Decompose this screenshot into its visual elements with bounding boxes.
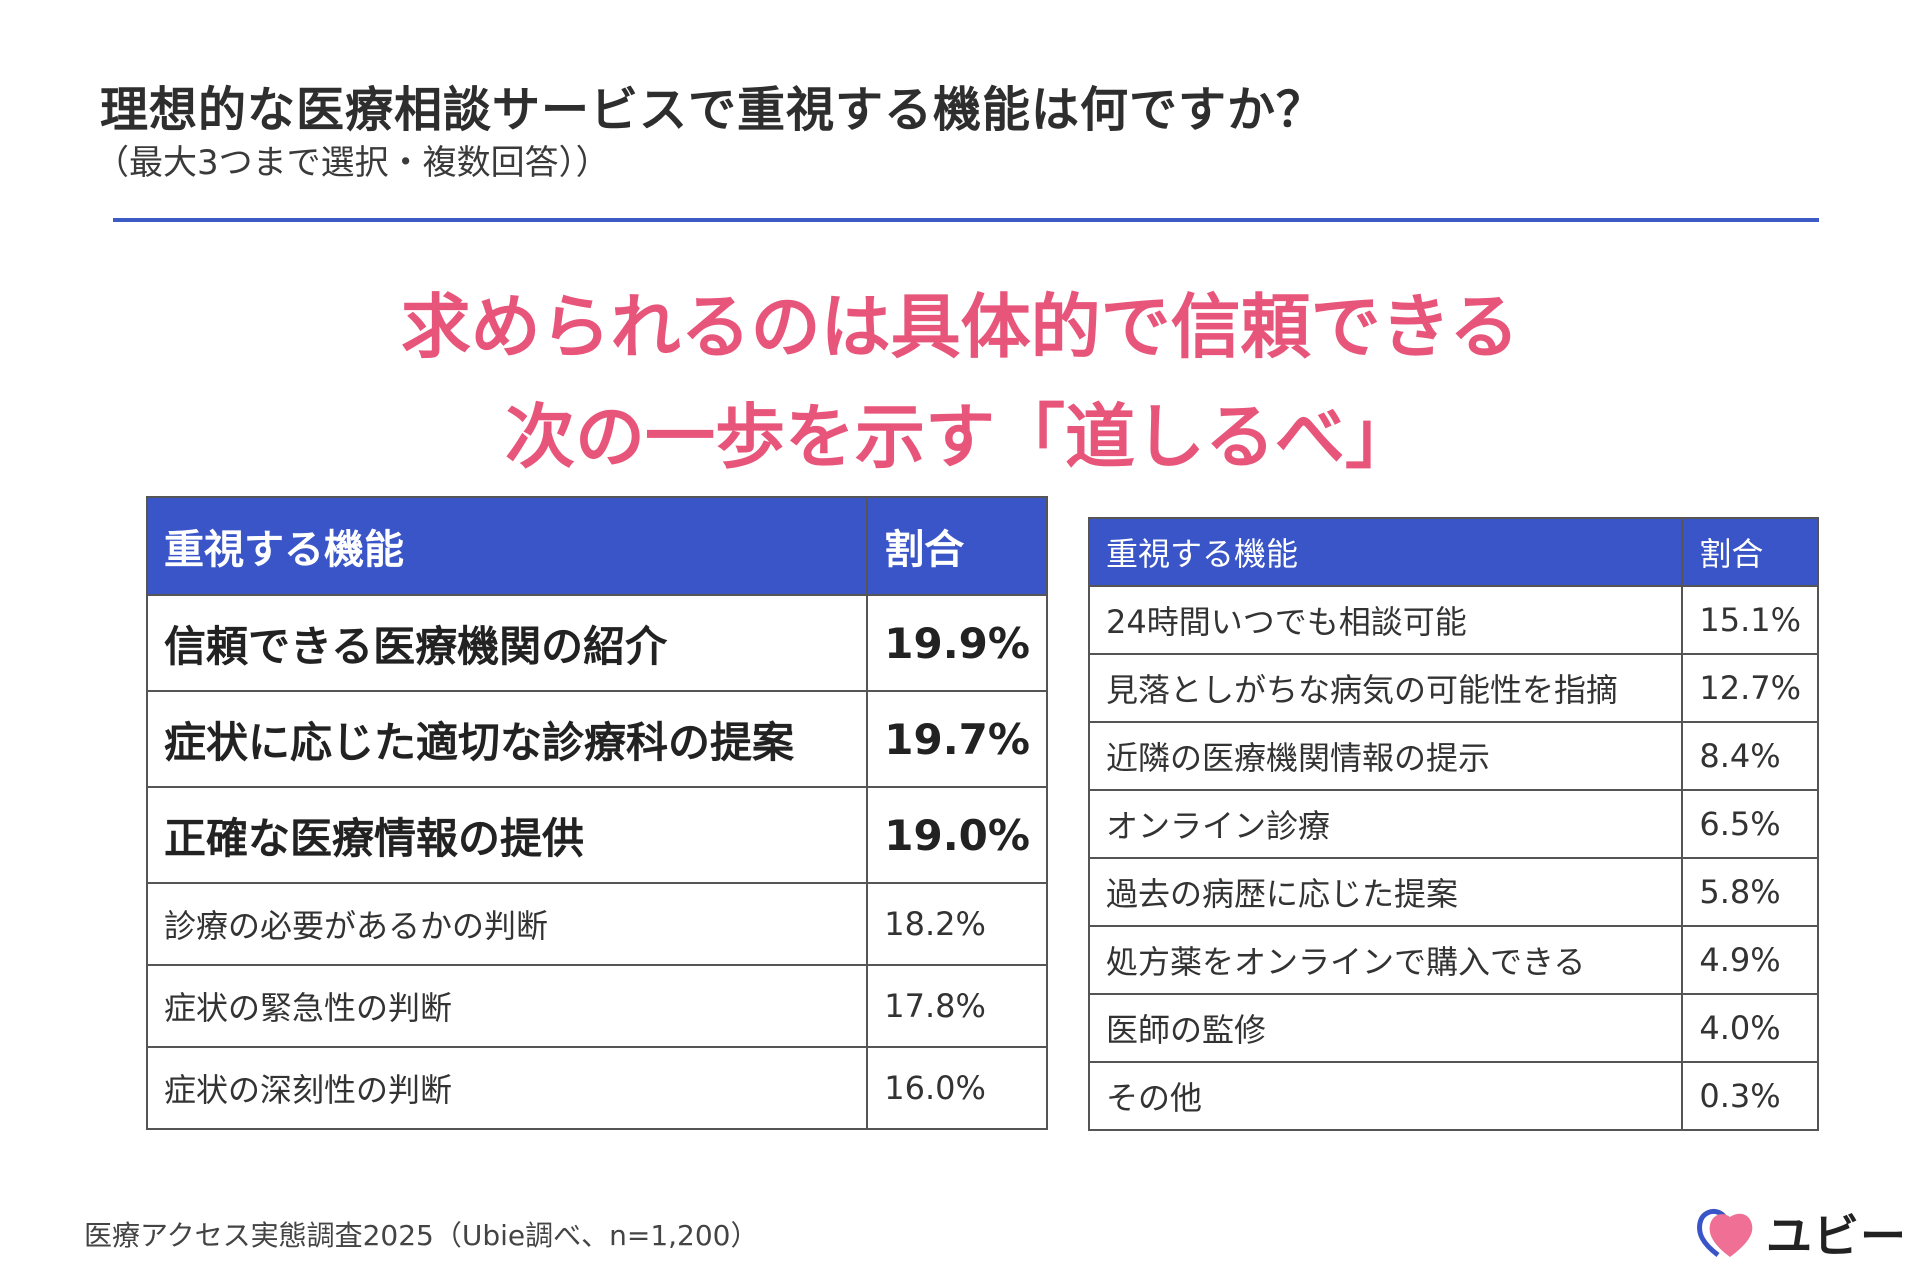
feature-cell: 信頼できる医療機関の紹介	[145, 594, 869, 692]
ratio-cell: 19.9%	[866, 594, 1048, 692]
table-header-row: 重視する機能 割合	[1087, 517, 1819, 587]
headline: 求められるのは具体的で信頼できる 次の一歩を示す「道しるべ」	[0, 272, 1920, 492]
feature-cell: 過去の病歴に応じた提案	[1087, 857, 1684, 927]
column-header-ratio: 割合	[1681, 517, 1819, 587]
column-header-feature: 重視する機能	[1087, 517, 1684, 587]
source-note: 医療アクセス実態調査2025（Ubie調べ、n=1,200）	[84, 1219, 759, 1252]
feature-cell: 近隣の医療機関情報の提示	[1087, 721, 1684, 791]
table-row: 過去の病歴に応じた提案 5.8%	[1087, 857, 1819, 927]
headline-line-2: 次の一歩を示す「道しるべ」	[505, 396, 1415, 478]
heart-icon	[1696, 1201, 1760, 1265]
ratio-cell: 16.0%	[866, 1046, 1048, 1130]
feature-cell: その他	[1087, 1061, 1684, 1131]
top-features-table: 重視する機能 割合 信頼できる医療機関の紹介 19.9% 症状に応じた適切な診療…	[145, 496, 1048, 1130]
ubie-logo: ユビー	[1696, 1200, 1907, 1266]
ratio-cell: 15.1%	[1681, 585, 1819, 655]
feature-cell: 診療の必要があるかの判断	[145, 882, 869, 966]
table-row: 医師の監修 4.0%	[1087, 993, 1819, 1063]
ratio-cell: 18.2%	[866, 882, 1048, 966]
ratio-cell: 6.5%	[1681, 789, 1819, 859]
table-row: 症状に応じた適切な診療科の提案 19.7%	[145, 690, 1048, 788]
feature-cell: 症状の深刻性の判断	[145, 1046, 869, 1130]
table-row: 近隣の医療機関情報の提示 8.4%	[1087, 721, 1819, 791]
feature-cell: 正確な医療情報の提供	[145, 786, 869, 884]
ratio-cell: 4.0%	[1681, 993, 1819, 1063]
ratio-cell: 12.7%	[1681, 653, 1819, 723]
ratio-cell: 5.8%	[1681, 857, 1819, 927]
feature-cell: 医師の監修	[1087, 993, 1684, 1063]
column-header-feature: 重視する機能	[145, 496, 869, 596]
ratio-cell: 19.7%	[866, 690, 1048, 788]
feature-cell: オンライン診療	[1087, 789, 1684, 859]
feature-cell: 症状に応じた適切な診療科の提案	[145, 690, 869, 788]
other-features-table: 重視する機能 割合 24時間いつでも相談可能 15.1% 見落としがちな病気の可…	[1087, 517, 1819, 1131]
logo-text: ユビー	[1766, 1209, 1907, 1263]
table-row: 処方薬をオンラインで購入できる 4.9%	[1087, 925, 1819, 995]
ratio-cell: 8.4%	[1681, 721, 1819, 791]
column-header-ratio: 割合	[866, 496, 1048, 596]
feature-cell: 24時間いつでも相談可能	[1087, 585, 1684, 655]
ratio-cell: 17.8%	[866, 964, 1048, 1048]
ratio-cell: 0.3%	[1681, 1061, 1819, 1131]
table-row: 24時間いつでも相談可能 15.1%	[1087, 585, 1819, 655]
ratio-cell: 4.9%	[1681, 925, 1819, 995]
table-header-row: 重視する機能 割合	[145, 496, 1048, 596]
table-row: その他 0.3%	[1087, 1061, 1819, 1131]
table-row: 診療の必要があるかの判断 18.2%	[145, 882, 1048, 966]
ratio-cell: 19.0%	[866, 786, 1048, 884]
page-title: 理想的な医療相談サービスで重視する機能は何ですか？	[100, 82, 1326, 138]
headline-line-1: 求められるのは具体的で信頼できる	[400, 286, 1520, 368]
table-row: 信頼できる医療機関の紹介 19.9%	[145, 594, 1048, 692]
table-row: 見落としがちな病気の可能性を指摘 12.7%	[1087, 653, 1819, 723]
table-row: 正確な医療情報の提供 19.0%	[145, 786, 1048, 884]
page-subtitle: （最大3つまで選択・複数回答））	[95, 143, 610, 183]
header-divider	[113, 218, 1819, 222]
table-row: 症状の深刻性の判断 16.0%	[145, 1046, 1048, 1130]
feature-cell: 症状の緊急性の判断	[145, 964, 869, 1048]
table-row: オンライン診療 6.5%	[1087, 789, 1819, 859]
feature-cell: 処方薬をオンラインで購入できる	[1087, 925, 1684, 995]
table-row: 症状の緊急性の判断 17.8%	[145, 964, 1048, 1048]
feature-cell: 見落としがちな病気の可能性を指摘	[1087, 653, 1684, 723]
